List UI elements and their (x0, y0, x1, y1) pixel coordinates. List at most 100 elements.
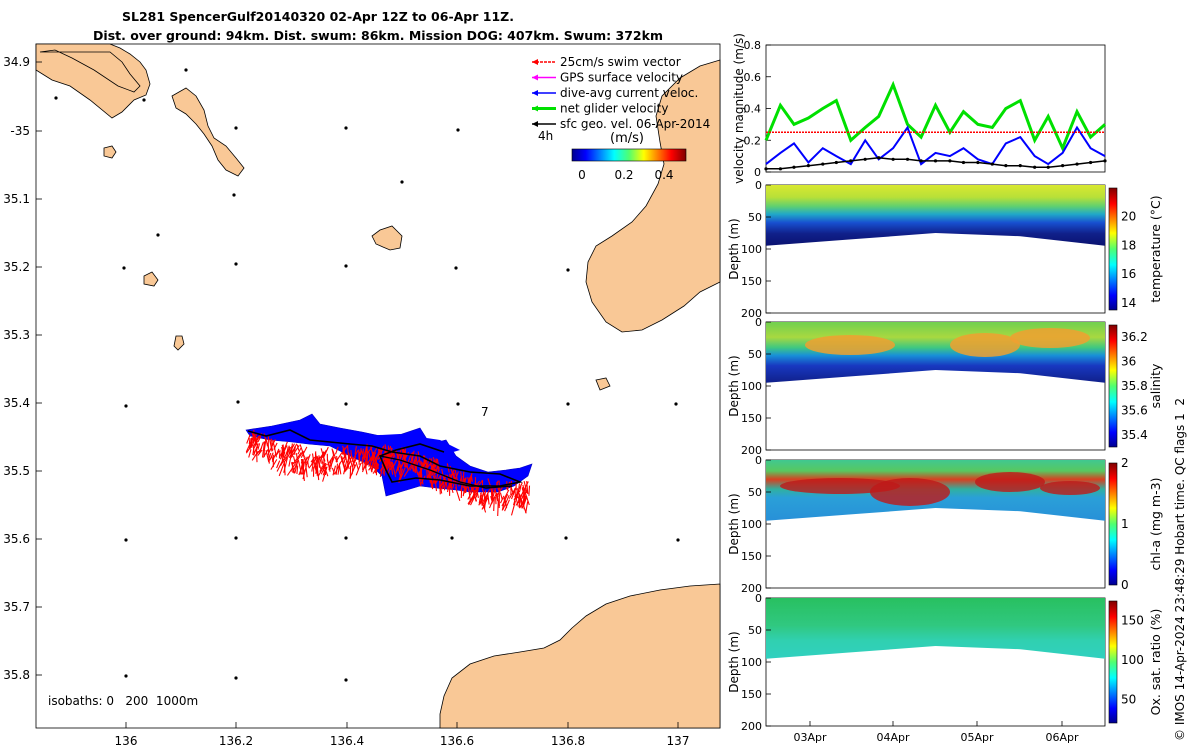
profile-data-area (766, 598, 1105, 659)
map-y-tick-label: 35.3 (3, 328, 30, 342)
glider-path (379, 455, 513, 489)
swim-vector (263, 433, 267, 442)
map-dot (232, 193, 236, 197)
profile-colorbar-tick: 50 (1121, 692, 1136, 706)
swim-vector (361, 461, 367, 473)
swim-vector (520, 499, 527, 514)
velocity-point (933, 159, 938, 163)
swim-vector (341, 456, 346, 469)
swim-vector (283, 460, 286, 476)
swim-vector (301, 462, 305, 475)
profile-colorbar-tick: 1 (1121, 517, 1129, 531)
profile-y-label: Depth (m) (727, 631, 741, 692)
profile-feature (1040, 481, 1100, 495)
profile-colorbar-tick: 150 (1121, 614, 1144, 628)
profile-colorbar-tick: 0 (1121, 578, 1129, 592)
swim-vector (528, 485, 531, 496)
profile-y-tick-label: 200 (741, 307, 762, 320)
swim-vector (468, 494, 475, 506)
swim-vector (332, 465, 337, 476)
swim-vector (397, 466, 401, 476)
velocity-point (1103, 159, 1107, 163)
profile-y-tick-label: 200 (741, 582, 762, 595)
map-dot (456, 128, 460, 132)
swim-vector (296, 444, 300, 451)
swim-vector (480, 497, 487, 513)
profile-colorbar-tick: 20 (1121, 210, 1136, 224)
land-mass (39, 49, 141, 93)
map-x-tick-label: 136.8 (551, 734, 585, 748)
swim-vector (265, 438, 269, 447)
swim-vector (438, 474, 447, 490)
swim-vector (497, 500, 499, 517)
swim-vector (257, 449, 263, 456)
current-vector-field (360, 434, 460, 456)
map-dot (344, 536, 348, 540)
swim-vector (352, 458, 357, 465)
map-dot (344, 126, 348, 130)
profile-colorbar-tick: 14 (1121, 296, 1136, 310)
velocity-point (961, 160, 966, 165)
velocity-point (1075, 162, 1079, 166)
swim-vector (474, 482, 479, 499)
swim-vector (515, 497, 519, 507)
velocity-point (1033, 165, 1037, 169)
swim-vector (426, 461, 429, 473)
speed-colorbar-ticks: 0 0.2 0.4 (578, 168, 673, 182)
map-dot (124, 404, 128, 408)
legend-label: dive-avg current veloc. (560, 86, 698, 100)
swim-vector (343, 453, 347, 463)
swim-vector (323, 461, 327, 469)
profile-panel: 0 50 100 150 200 Depth (m) 0 1 2 chl-a (mg m-3) (727, 454, 1163, 595)
swim-vector (480, 492, 484, 502)
swim-vector (410, 450, 415, 465)
velocity-series-line (765, 125, 1106, 166)
swim-vector (366, 448, 368, 459)
velocity-point (806, 164, 810, 168)
swim-vector (432, 469, 437, 478)
profile-colorbar-tick: 35.8 (1121, 379, 1148, 393)
velocity-point (764, 167, 768, 171)
map-dot (566, 268, 570, 272)
swim-vector (489, 484, 494, 500)
velocity-point (948, 159, 952, 163)
swim-vector (479, 495, 483, 507)
profile-y-tick-label: 200 (741, 444, 762, 457)
map-annotation: 7 (481, 405, 489, 419)
swim-vector (301, 456, 309, 467)
profile-y-tick-label: 150 (741, 275, 762, 288)
swim-vector (462, 485, 466, 497)
profile-panel: 0 50 100 150 200 Depth (m) 50 100 150 Ox. sat. ra… (727, 592, 1163, 744)
glider-path (247, 429, 523, 487)
map-y-tick-label: 35.5 (3, 464, 30, 478)
figure-title-line2: Dist. over ground: 94km. Dist. swum: 86k… (93, 28, 663, 43)
swim-vector (265, 449, 270, 463)
profile-colorbar-label: Ox. sat. ratio (%) (1148, 609, 1163, 716)
profile-panel: 0 50 100 150 200 Depth (m) 14 16 18 20 temperature… (727, 179, 1163, 320)
swim-vector (492, 489, 496, 497)
swim-vector (297, 447, 302, 455)
swim-vector (364, 463, 368, 475)
swim-vector (525, 501, 529, 514)
swim-vector (331, 448, 335, 457)
swim-vector (263, 439, 267, 452)
swim-vector (283, 449, 289, 459)
legend-label: net glider velocity (560, 102, 668, 116)
swim-vector (251, 450, 259, 461)
swim-vector (518, 484, 522, 493)
velocity-point (877, 156, 881, 160)
map-dot (156, 233, 160, 237)
velocity-point (1004, 164, 1008, 168)
map-dot (234, 126, 238, 130)
profile-x-tick-label: 06Apr (1045, 731, 1079, 744)
swim-vector (304, 462, 308, 478)
swim-vector (391, 454, 395, 461)
velocity-point (792, 165, 796, 169)
velocity-point (905, 157, 910, 161)
velocity-point (834, 160, 838, 165)
swim-vector (350, 452, 356, 468)
profile-y-tick-label: 100 (741, 243, 762, 256)
map-dot (564, 536, 568, 540)
swim-vector (248, 449, 252, 458)
